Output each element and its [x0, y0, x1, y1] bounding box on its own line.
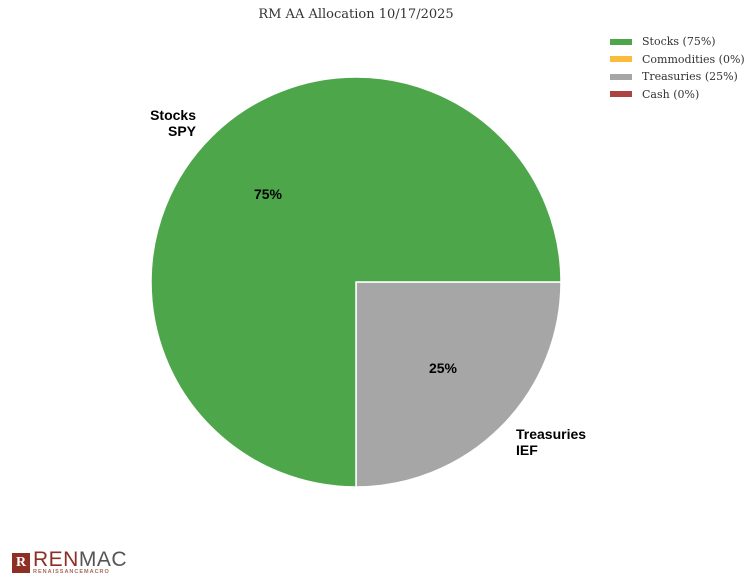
renmac-logo: R RENMAC RENAISSANCEMACRO — [12, 549, 127, 575]
legend-swatch — [610, 91, 632, 98]
legend-label: Treasuries (25%) — [642, 70, 738, 84]
legend-swatch — [610, 56, 632, 63]
chart-title: RM AA Allocation 10/17/2025 — [258, 7, 454, 22]
legend-swatch — [610, 73, 632, 80]
stocks-percent-label: 75% — [254, 186, 283, 202]
stocks-callout-ticker: SPY — [168, 123, 197, 139]
legend-item-stocks[interactable]: Stocks (75%) — [610, 33, 745, 51]
legend-label: Cash (0%) — [642, 87, 700, 101]
treasuries-callout-name: Treasuries — [516, 426, 586, 442]
legend-label: Stocks (75%) — [642, 35, 716, 49]
legend-label: Commodities (0%) — [642, 52, 745, 66]
pie-slice-stocks[interactable] — [150, 76, 562, 488]
legend-item-commodities[interactable]: Commodities (0%) — [610, 51, 745, 69]
treasuries-callout-ticker: IEF — [516, 442, 538, 458]
legend-item-cash[interactable]: Cash (0%) — [610, 86, 745, 104]
treasuries-percent-label: 25% — [429, 360, 458, 376]
legend: Stocks (75%) Commodities (0%) Treasuries… — [610, 33, 745, 103]
legend-swatch — [610, 38, 632, 45]
stocks-callout-name: Stocks — [150, 107, 196, 123]
pie-slice-treasuries[interactable] — [355, 281, 562, 488]
legend-item-treasuries[interactable]: Treasuries (25%) — [610, 68, 745, 86]
logo-mark: R — [12, 553, 30, 573]
